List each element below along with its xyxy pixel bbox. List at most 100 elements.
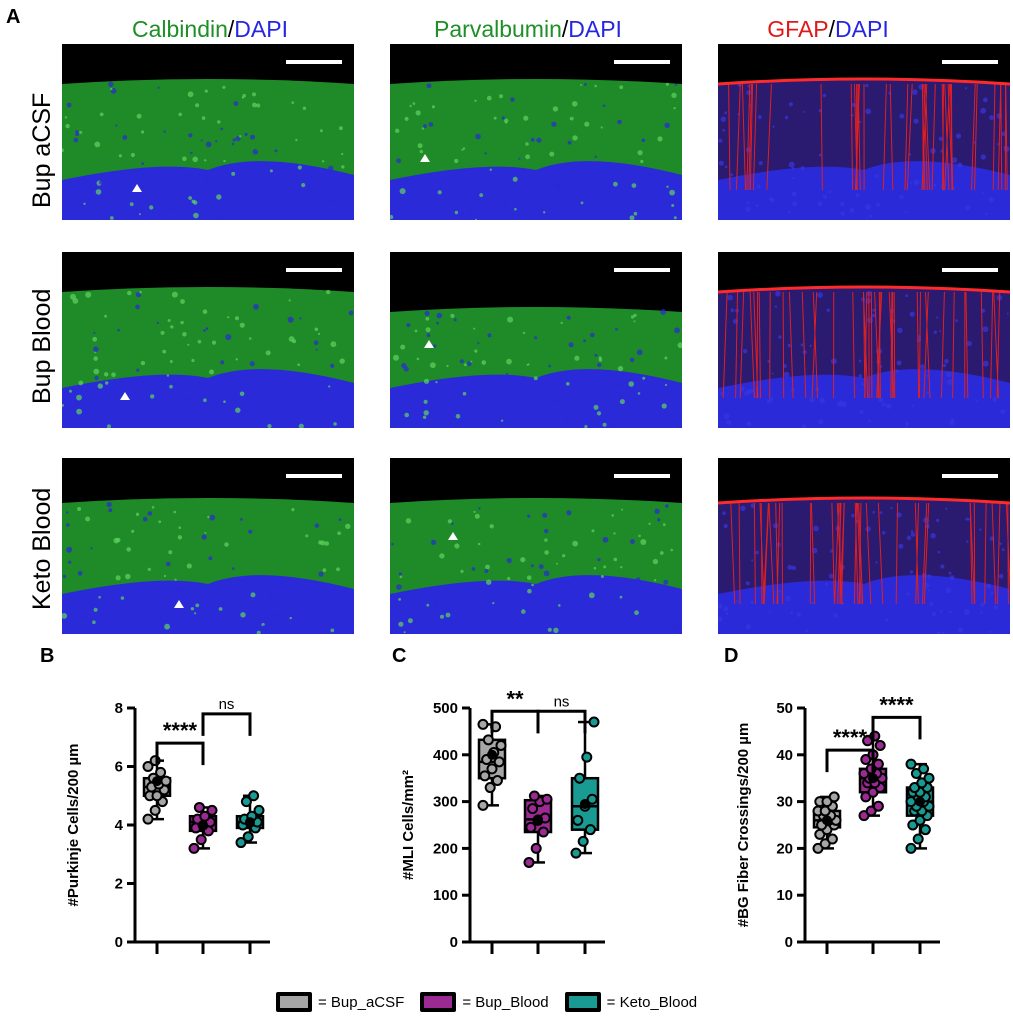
data-point [242,831,254,843]
data-point [912,833,924,845]
data-point [905,842,917,854]
scale-bar [614,474,670,478]
y-tick-label: 0 [115,934,123,951]
y-tick-label: 30 [776,794,793,811]
micrograph-parvalbumin-keto-blood [390,458,682,634]
column-title-marker: Parvalbumin [434,16,562,42]
scale-bar [286,268,342,272]
significance-label: ** [506,686,524,711]
data-point [491,775,503,787]
mean-marker [580,798,590,809]
data-point [874,739,886,751]
column-title-sep: / [561,16,569,42]
column-title-calbindin: Calbindin/DAPI [80,16,340,43]
row-label-bup-blood: Bup Blood [28,288,56,404]
arrowhead-marker [448,532,458,540]
column-title-marker: GFAP [767,16,829,42]
micrograph-gfap-bup-acsf [718,44,1010,220]
significance-bracket [825,748,875,773]
row-label-keto-blood: Keto Blood [28,487,56,610]
data-point [151,790,163,802]
data-point [142,813,154,825]
panel-letter-b: B [40,645,55,667]
y-tick-label: 300 [433,794,458,811]
data-point [919,824,931,836]
data-point [188,842,200,854]
y-tick-label: 8 [115,700,123,717]
mean-marker [198,820,208,830]
y-tick-label: 0 [785,934,793,951]
panel-letter-a: A [6,6,21,28]
y-tick-label: 50 [776,700,793,717]
data-point [155,766,167,778]
panel-letter-d: D [724,645,739,667]
y-tick-label: 6 [115,759,123,776]
y-tick-label: 400 [433,747,458,764]
data-point [826,833,838,845]
data-point [537,826,549,838]
data-point [923,772,935,784]
data-point [195,834,207,846]
panel-letter-c: C [392,645,407,667]
data-point [193,801,205,813]
column-title-dapi: DAPI [835,16,889,42]
significance-bracket [536,709,587,734]
scale-bar [942,60,998,64]
data-point [541,793,553,805]
micrograph-gfap-keto-blood [718,458,1010,634]
y-tick-label: 20 [776,840,793,857]
legend-label: = Keto_Blood [606,993,698,1011]
scale-bar [286,60,342,64]
y-axis-label: #MLI Cells/mm² [400,770,417,880]
data-point [149,804,161,816]
data-point [493,756,505,768]
y-tick-label: 4 [115,817,124,834]
y-tick-label: 0 [450,934,458,951]
legend-item-keto-blood: = Keto_Blood [564,992,698,1012]
row-label-bup-acsf: Bup aCSF [28,92,56,208]
data-point [905,758,917,770]
y-tick-label: 200 [433,840,458,857]
significance-label: **** [833,725,868,750]
column-title-dapi: DAPI [234,16,288,42]
data-point [253,804,265,816]
micrograph-parvalbumin-bup-blood [390,252,682,428]
significance-bracket [871,715,922,740]
micrograph-calbindin-bup-blood [62,252,354,428]
data-point [530,842,542,854]
legend-label: = Bup_aCSF [318,993,405,1011]
chart-c: #MLI Cells/mm² 0 100 200 300 400 500 ** ns [395,640,635,975]
micrograph-calbindin-keto-blood [62,458,354,634]
data-point [588,716,600,728]
y-tick-label: 10 [776,887,793,904]
legend-swatch [420,992,457,1012]
chart-c-svg: #MLI Cells/mm² 0 100 200 300 400 500 ** ns [400,686,605,954]
column-title-gfap: GFAP/DAPI [698,16,958,43]
mean-marker [487,749,497,760]
legend-swatch [276,992,312,1012]
scale-bar [286,474,342,478]
arrowhead-marker [132,184,142,192]
data-point [479,770,491,782]
data-point [525,821,537,833]
scale-bar [942,474,998,478]
arrowhead-marker [174,600,184,608]
micrograph-calbindin-bup-acsf [62,44,354,220]
data-point [235,837,247,849]
data-point [872,800,884,812]
y-tick-label: 2 [115,876,123,893]
data-point [918,763,930,775]
legend-label: = Bup_Blood [462,993,549,1011]
data-point [495,739,507,751]
arrowhead-marker [120,392,130,400]
data-point [248,790,260,802]
data-point [586,793,598,805]
y-axis-label: #Purkinje Cells/200 µm [65,744,82,907]
mean-marker [533,814,543,825]
data-point [528,790,540,802]
legend: = Bup_aCSF = Bup_Blood = Keto_Blood [276,992,703,1012]
significance-bracket [201,712,252,736]
data-point [577,835,589,847]
data-point [570,847,582,859]
column-title-marker: Calbindin [132,16,228,42]
